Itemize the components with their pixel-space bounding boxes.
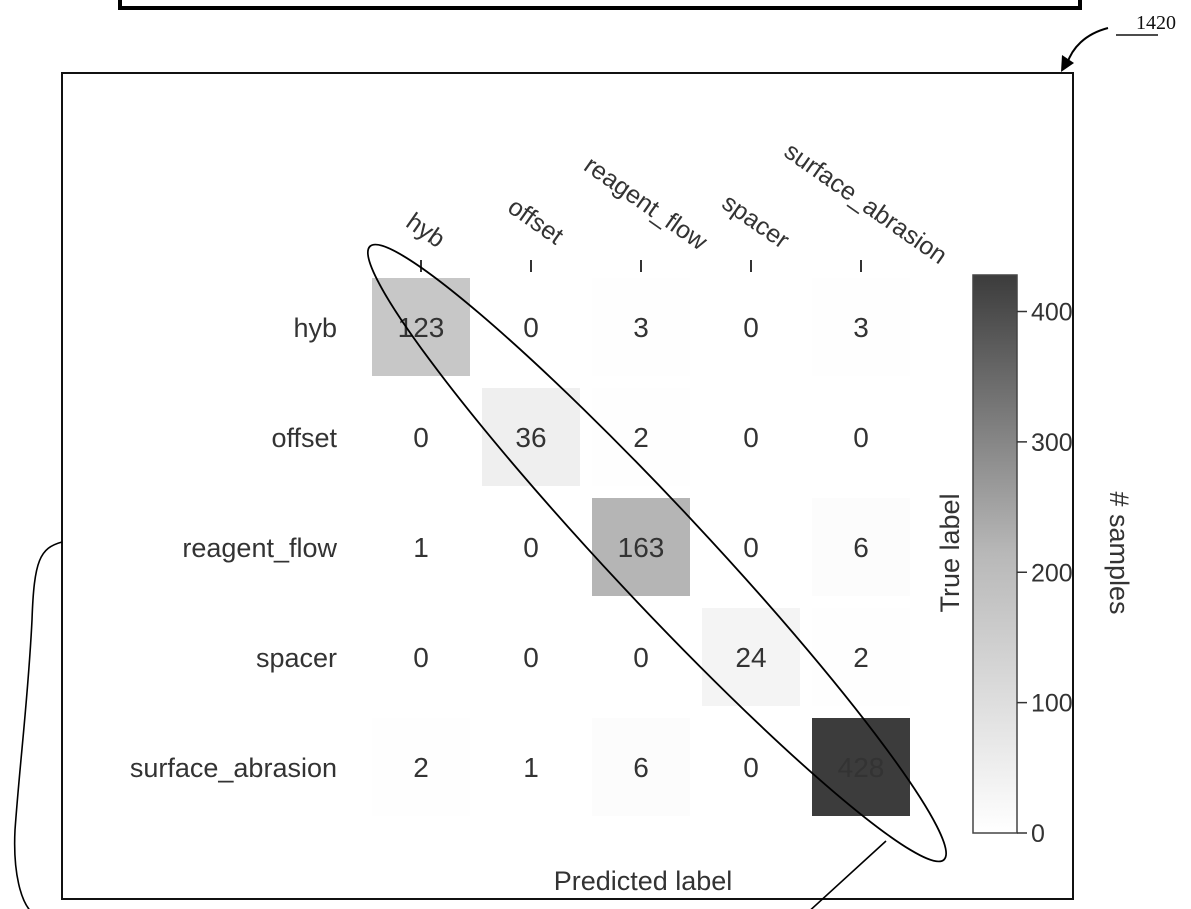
chart-frame — [61, 72, 1074, 900]
heatmap-cell — [592, 278, 690, 376]
bracket-curve — [13, 541, 63, 909]
heatmap-cell — [592, 498, 690, 596]
heatmap-cell — [482, 718, 580, 816]
heatmap: 123 0 3 0 3 0 36 2 0 0 1 0 163 0 6 0 0 0 24 2 2 1 6 0 428 — [372, 278, 910, 816]
colorbar-ticks: 0 100 200 300 400 — [1017, 299, 1073, 848]
cell-value-label: 3 — [633, 312, 649, 343]
reference-arrow — [1066, 27, 1109, 65]
heatmap-cell — [372, 498, 470, 596]
heatmap-cell — [812, 608, 910, 706]
cell-value-label: 6 — [633, 752, 649, 783]
colorbar-tick-label: 200 — [1031, 559, 1073, 587]
cell-value-label: 2 — [413, 752, 429, 783]
column-label: reagent_flow — [579, 151, 713, 257]
cell-value-label: 2 — [853, 642, 869, 673]
heatmap-cell — [372, 388, 470, 486]
heatmap-cell — [812, 498, 910, 596]
cell-value-label: 0 — [743, 312, 759, 343]
colorbar — [972, 274, 1018, 834]
reference-arrowhead — [1061, 55, 1074, 72]
heatmap-cell — [372, 718, 470, 816]
heatmap-cell — [702, 608, 800, 706]
heatmap-cell — [812, 278, 910, 376]
row-label: spacer — [256, 643, 337, 673]
cell-value-label: 24 — [735, 642, 766, 673]
column-label: hyb — [401, 207, 450, 253]
x-axis-label: Predicted label — [554, 866, 733, 896]
row-label: offset — [271, 423, 337, 453]
column-labels: hyb offset reagent_flow spacersurface_abras… — [401, 137, 952, 272]
column-label: offset — [503, 193, 569, 251]
heatmap-cell — [702, 498, 800, 596]
pointer-line — [810, 840, 887, 909]
cell-value-label: 0 — [523, 642, 539, 673]
heatmap-cell — [702, 278, 800, 376]
heatmap-cell — [592, 608, 690, 706]
cell-value-label: 163 — [618, 532, 665, 563]
heatmap-cell — [592, 718, 690, 816]
heatmap-cell — [702, 718, 800, 816]
colorbar-tick-label: 400 — [1031, 299, 1073, 327]
cell-value-label: 3 — [853, 312, 869, 343]
colorbar-tick-label: 300 — [1031, 429, 1073, 457]
cell-value-label: 123 — [398, 312, 445, 343]
colorbar-label: # samples — [1104, 491, 1134, 614]
heatmap-cell — [482, 608, 580, 706]
colorbar-tick-label: 0 — [1031, 820, 1045, 848]
cell-value-label: 0 — [413, 422, 429, 453]
cell-value-label: 0 — [523, 532, 539, 563]
heatmap-cell — [592, 388, 690, 486]
heatmap-cell — [482, 498, 580, 596]
cell-value-label: 36 — [515, 422, 546, 453]
cell-value-label: 0 — [633, 642, 649, 673]
row-label: hyb — [293, 313, 337, 343]
cell-value-label: 6 — [853, 532, 869, 563]
heatmap-cell — [812, 718, 910, 816]
y-axis-label: True label — [935, 493, 965, 612]
cell-value-label: 0 — [743, 752, 759, 783]
heatmap-cell — [482, 388, 580, 486]
heatmap-cell — [372, 608, 470, 706]
heatmap-cell — [702, 388, 800, 486]
diagonal-highlight-ellipse — [366, 243, 948, 863]
cell-value-label: 428 — [838, 752, 885, 783]
column-label: spacer — [717, 188, 795, 254]
cell-value-label: 0 — [523, 312, 539, 343]
row-label: reagent_flow — [182, 533, 337, 563]
colorbar-tick-label: 100 — [1031, 690, 1073, 718]
heatmap-cell — [372, 278, 470, 376]
cell-value-label: 0 — [853, 422, 869, 453]
column-label: surface_abrasion — [779, 137, 952, 270]
cell-value-label: 1 — [523, 752, 539, 783]
cell-value-label: 2 — [633, 422, 649, 453]
heatmap-cell — [812, 388, 910, 486]
cell-value-label: 0 — [413, 642, 429, 673]
row-label: surface_abrasion — [130, 753, 337, 783]
cell-value-label: 1 — [413, 532, 429, 563]
cell-value-label: 0 — [743, 532, 759, 563]
top-frame-bar — [118, 0, 1082, 10]
figure-reference-number: 1420 — [1136, 12, 1176, 34]
cell-value-label: 0 — [743, 422, 759, 453]
